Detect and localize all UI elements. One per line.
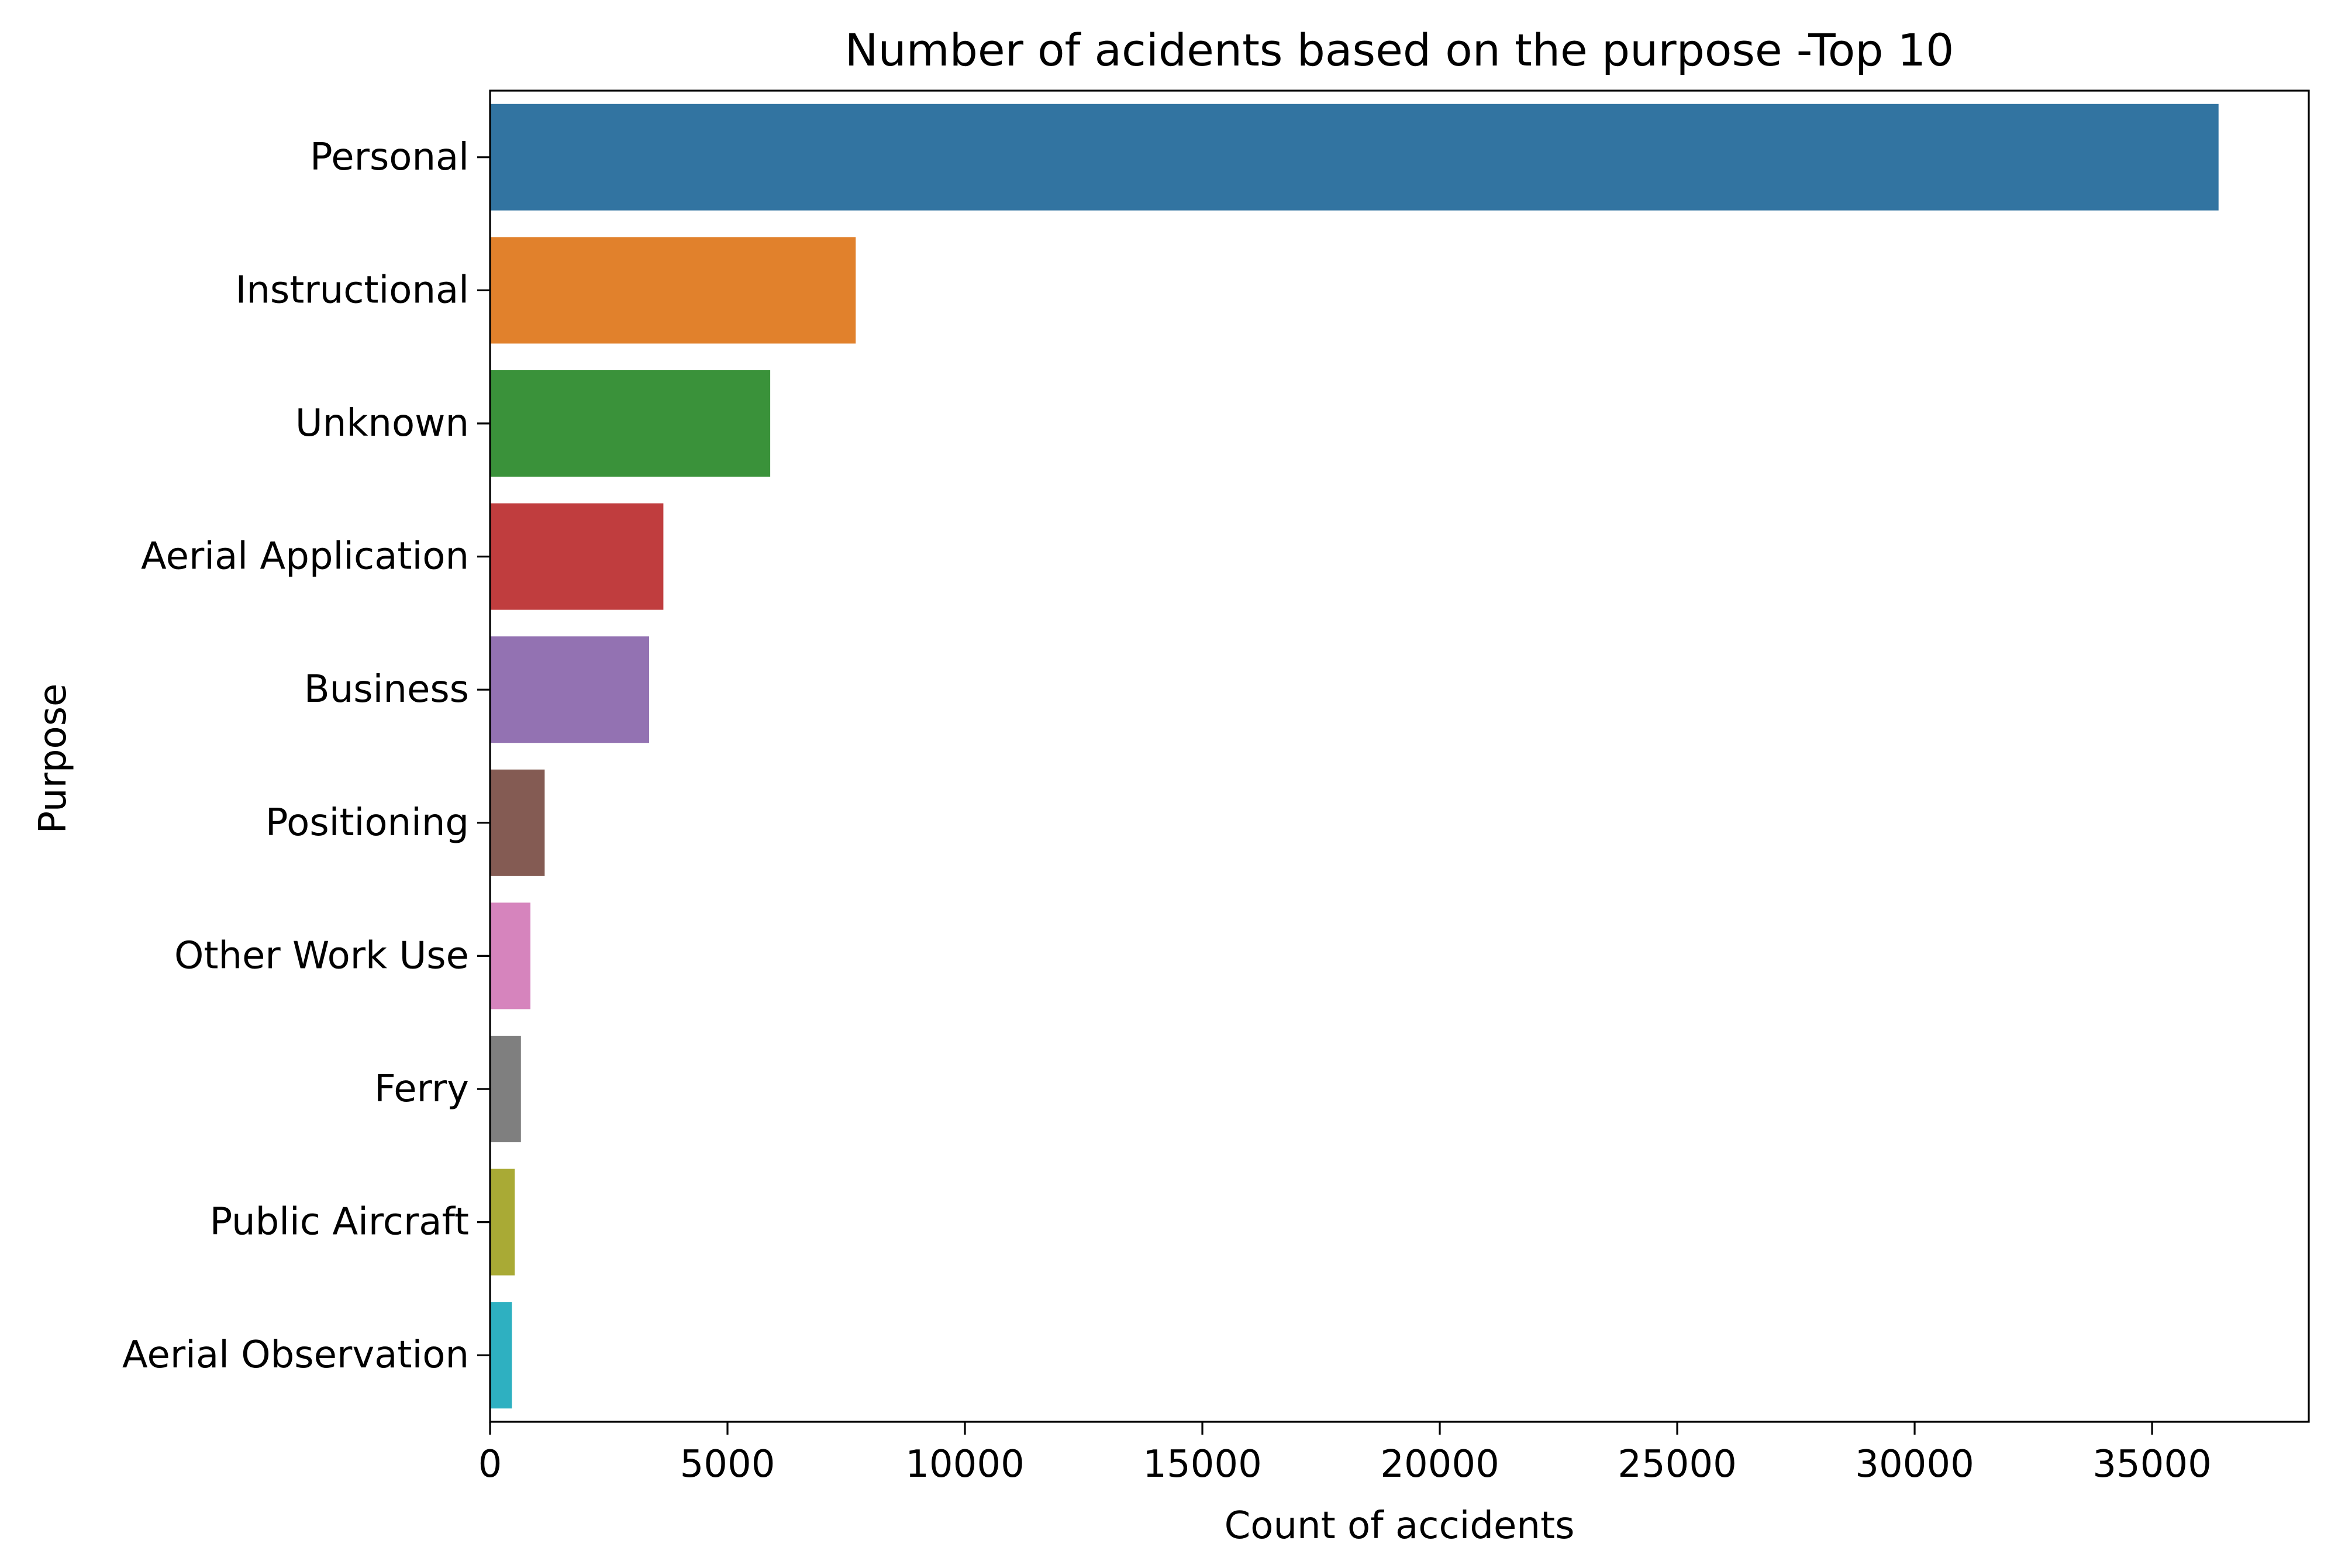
- bar-positioning: [490, 769, 545, 876]
- x-tick-label-20000: 20000: [1380, 1443, 1499, 1486]
- y-axis-ticks: Personal Instructional Unknown Aerial Appli…: [122, 136, 490, 1377]
- y-tick-label-aerial-application: Aerial Application: [141, 535, 469, 578]
- y-tick-label-business: Business: [304, 668, 469, 711]
- bar-aerial-application: [490, 503, 664, 610]
- y-tick-label-unknown: Unknown: [295, 402, 469, 445]
- bar-instructional: [490, 237, 856, 344]
- bars-group: [490, 104, 2219, 1409]
- y-tick-label-personal: Personal: [310, 136, 469, 179]
- bar-public-aircraft: [490, 1169, 515, 1276]
- x-tick-label-5000: 5000: [680, 1443, 775, 1486]
- x-tick-label-35000: 35000: [2092, 1443, 2212, 1486]
- plot-frame: [489, 89, 2310, 1423]
- x-tick-label-15000: 15000: [1143, 1443, 1262, 1486]
- y-tick-label-public-aircraft: Public Aircraft: [210, 1201, 469, 1244]
- x-tick-label-0: 0: [478, 1443, 502, 1486]
- y-axis-label: Purpose: [32, 684, 75, 834]
- x-axis-ticks: 0 5000 10000 15000 20000 25000 30000 35000: [478, 1422, 2212, 1486]
- y-tick-label-positioning: Positioning: [265, 801, 469, 845]
- x-tick-label-30000: 30000: [1855, 1443, 1974, 1486]
- bar-aerial-observation: [490, 1302, 512, 1409]
- y-tick-label-instructional: Instructional: [235, 268, 469, 312]
- y-tick-label-aerial-observation: Aerial Observation: [122, 1333, 469, 1377]
- bar-business: [490, 636, 650, 743]
- y-tick-label-ferry: Ferry: [374, 1067, 469, 1111]
- bar-unknown: [490, 370, 771, 477]
- x-tick-label-25000: 25000: [1618, 1443, 1737, 1486]
- x-axis-label: Count of accidents: [1225, 1504, 1575, 1548]
- chart-title: Number of acidents based on the purpose …: [845, 24, 1954, 76]
- bar-other-work-use: [490, 902, 531, 1009]
- y-tick-label-other-work-use: Other Work Use: [174, 934, 469, 977]
- bar-ferry: [490, 1035, 521, 1143]
- x-tick-label-10000: 10000: [905, 1443, 1025, 1486]
- bar-personal: [490, 104, 2219, 211]
